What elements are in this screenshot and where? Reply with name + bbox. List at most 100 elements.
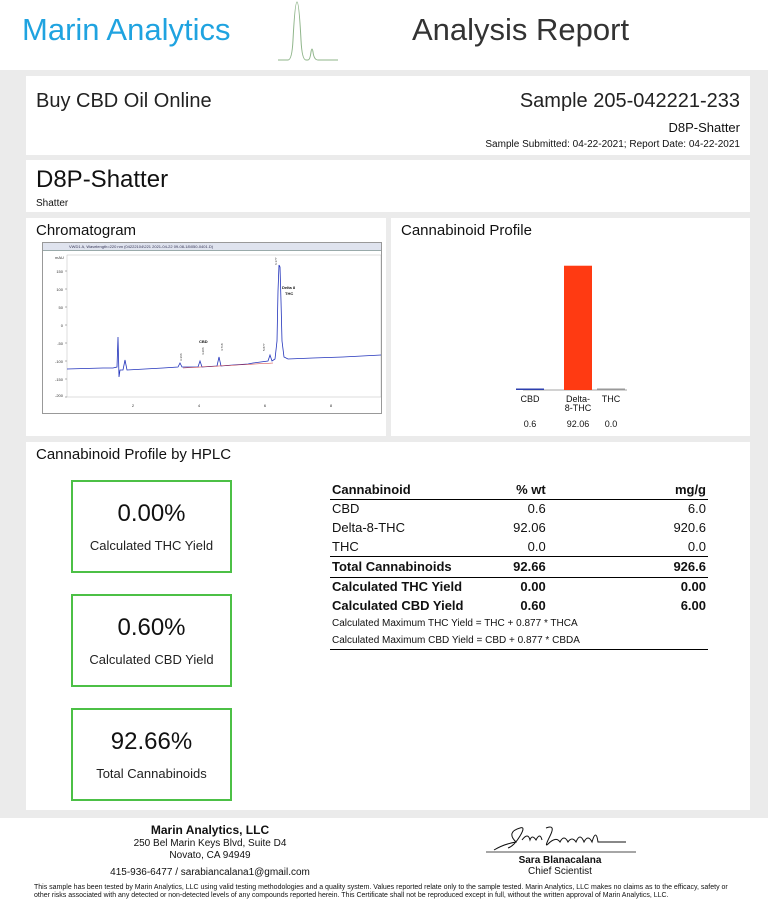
table-row: Delta-8-THC 92.06 920.6 [330,518,708,537]
cell-mgg: 0.0 [687,538,706,554]
lab-address-line2: Novato, CA 94949 [169,850,251,861]
cell-name: CBD [332,501,360,517]
chromatogram-graph: mAU 150 100 50 0 -50 -100 -150 -200 2 4 … [55,254,381,408]
table-header-row: Cannabinoid % wt mg/g [330,480,708,500]
value-label: 0.0 [605,419,618,429]
col-cannabinoid: Cannabinoid [330,480,487,500]
sample-id: Sample 205-042221-233 [519,90,740,112]
sample-dates: Sample Submitted: 04-22-2021; Report Dat… [485,139,740,150]
signer-name: Sara Blanacalana [518,855,602,866]
x-tick: 2 [132,403,135,408]
cell-percent: 92.66 [486,555,666,577]
hplc-panel: Cannabinoid Profile by HPLC 0.00% Calcul… [26,442,750,810]
y-tick: -50 [57,341,64,346]
sample-type: Shatter [36,198,69,209]
cell-name: Calculated CBD Yield [332,598,464,613]
thc-yield-card: 0.00% Calculated THC Yield [71,480,232,573]
sample-title-panel: D8P-Shatter Shatter [26,160,750,212]
client-info-panel: Buy CBD Oil Online Sample 205-042221-233… [26,76,750,155]
disclaimer: This sample has been tested by Marin Ana… [34,884,728,899]
lab-contact: 415-936-6477 / sarabiancalana1@gmail.com [110,867,310,878]
cell-name: Total Cannabinoids [330,555,487,577]
y-tick: 50 [59,305,64,310]
category-label: 8-THC [565,403,592,413]
cbd-yield-value: 0.60% [117,614,186,641]
lab-name: Marin Analytics, LLC [150,823,270,837]
retention-time: 5.877 [262,343,266,351]
value-label: 92.06 [567,419,590,429]
cbd-formula: Calculated Maximum CBD Yield = CBD + 0.8… [330,632,708,650]
signer-title: Chief Scientist [528,866,592,877]
y-tick: -150 [55,377,64,382]
cbd-yield-row: Calculated CBD Yield 0.60 6.00 [330,596,708,615]
x-tick: 4 [198,403,201,408]
client-name: Buy CBD Oil Online [36,90,212,112]
peak-label-cbd: CBD [199,339,208,344]
retention-time: 4.718 [220,343,224,351]
cannabinoid-table: Cannabinoid % wt mg/g CBD 0.6 6.0 Delta-… [330,480,708,650]
x-tick: 6 [264,403,267,408]
cell-name: Delta-8-THC [332,520,405,535]
total-cannabinoids-card: 92.66% Total Cannabinoids [71,708,232,801]
brand-name: Marin Analytics [22,12,231,47]
cannabinoid-profile-panel: Cannabinoid Profile CBD 0.6 Delta- 8-THC 92.… [391,218,750,436]
cell-name: THC [332,538,359,554]
chromatogram-trace [66,264,381,378]
thc-formula: Calculated Maximum THC Yield = THC + 0.8… [332,618,578,629]
bar-cbd [516,388,544,390]
y-tick: 150 [56,269,63,274]
bar-thc [597,388,625,390]
retention-time: 4.206 [201,347,205,355]
cell-mgg: 6.0 [687,501,706,517]
retention-time: 6.177 [274,257,278,265]
category-label: Delta- [566,394,590,404]
chromatogram-plot: VWD1 A, Wavelength=220 nm (04222104\221 … [42,242,382,414]
hplc-title: Cannabinoid Profile by HPLC [36,446,232,463]
cell-mgg: 6.00 [680,598,706,613]
cell-mgg: 926.6 [665,555,708,577]
y-unit-label: mAU [55,255,64,260]
cell-mgg: 0.00 [665,576,708,596]
cell-percent: 0.6 [527,501,546,517]
profile-chart-title: Cannabinoid Profile [401,222,532,239]
thc-yield-label: Calculated THC Yield [89,538,214,553]
cell-mgg: 920.6 [673,520,706,535]
cbd-yield-label: Calculated CBD Yield [89,652,214,667]
peak-logo-icon [278,1,338,61]
chromatogram-panel: Chromatogram VWD1 A, Wavelength=220 nm (… [26,218,386,436]
cell-percent: 0.60 [520,598,546,613]
value-label: 0.6 [524,419,537,429]
cbd-yield-card: 0.60% Calculated CBD Yield [71,594,232,687]
sample-title: D8P-Shatter [36,166,169,193]
thc-formula-note: Calculated Maximum THC Yield = THC + 0.8… [330,615,708,632]
peak-label-thc: THC [285,291,293,296]
chromatogram-caption: VWD1 A, Wavelength=220 nm (04222104\221 … [43,243,381,251]
category-label: CBD [520,394,540,404]
cell-percent: 0.00 [486,576,666,596]
total-cannabinoids-label: Total Cannabinoids [96,766,207,781]
chromatogram-baseline [182,362,274,369]
report-footer: Marin Analytics, LLC 250 Bel Marin Keys … [0,818,768,924]
peak-label-delta8: Delta 8 [282,285,296,290]
chromatogram-grid [65,270,67,398]
sample-name: D8P-Shatter [668,120,740,135]
total-row: Total Cannabinoids 92.66 926.6 [330,555,708,577]
signature-icon [486,826,636,853]
col-percent: % wt [486,480,666,500]
thc-yield-value: 0.00% [117,500,186,527]
retention-time: 3.366 [179,353,183,361]
total-cannabinoids-value: 92.66% [110,728,193,755]
y-tick: -100 [55,359,64,364]
y-tick: -200 [55,393,64,398]
chromatogram-title: Chromatogram [36,222,137,239]
bar-delta-8-thc [564,265,592,390]
cell-name: Calculated THC Yield [330,576,487,596]
cannabinoid-bar-chart: CBD 0.6 Delta-8-THC 92.06 THC 0.0 [516,265,627,429]
lab-address-line1: 250 Bel Marin Keys Blvd, Suite D4 [133,838,287,849]
thc-yield-row: Calculated THC Yield 0.00 0.00 [330,576,708,596]
col-mgg: mg/g [665,480,708,500]
table-row: CBD 0.6 6.0 [330,499,708,518]
report-header: Marin Analytics Analysis Report [0,0,768,70]
report-title: Analysis Report [412,12,630,47]
